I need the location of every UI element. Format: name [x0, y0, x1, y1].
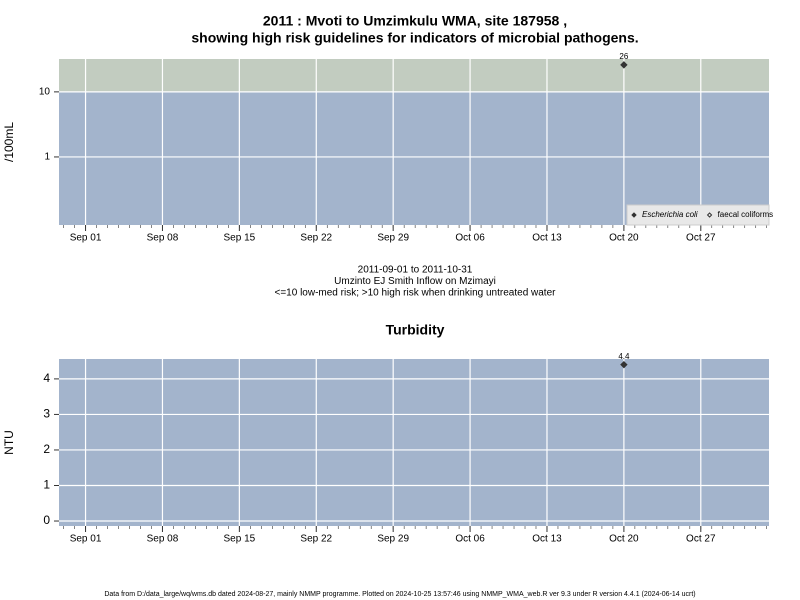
- data-label: 4.4: [618, 352, 630, 361]
- x-tick-label: Oct 06: [455, 534, 485, 545]
- chart-title: Turbidity: [386, 322, 445, 338]
- x-tick-label: Sep 29: [377, 233, 409, 244]
- x-tick-label: Sep 08: [147, 233, 179, 244]
- data-point: [620, 360, 628, 369]
- x-tick-label: Oct 27: [686, 233, 716, 244]
- x-tick-label: Sep 01: [70, 233, 102, 244]
- legend-label: faecal coliforms: [718, 210, 774, 219]
- data-point: [620, 61, 628, 69]
- x-tick-label: Sep 01: [70, 534, 102, 545]
- legend: Escherichia coli faecal coliforms: [626, 204, 774, 226]
- y-tick-label: 1: [43, 478, 50, 492]
- y-tick-label: 10: [39, 87, 51, 98]
- subtitle: 2011-09-01 to 2011-10-31: [358, 265, 473, 276]
- x-tick-label: Sep 08: [147, 534, 179, 545]
- x-tick-label: Sep 22: [300, 233, 332, 244]
- x-tick-label: Oct 20: [609, 233, 639, 244]
- x-tick-label: Oct 13: [532, 534, 562, 545]
- x-tick-label: Oct 27: [686, 534, 716, 545]
- plot-background: [59, 359, 769, 526]
- subtitle: <=10 low-med risk; >10 high risk when dr…: [275, 288, 557, 299]
- y-tick-label: 2: [43, 442, 50, 456]
- x-tick-label: Sep 15: [224, 534, 256, 545]
- band-high: [59, 59, 769, 92]
- x-tick-label: Sep 22: [300, 534, 332, 545]
- band-low: [59, 91, 769, 225]
- chart-title: 2011 : Mvoti to Umzimkulu WMA, site 1879…: [263, 13, 567, 29]
- y-tick-label: 1: [44, 152, 50, 163]
- data-label: 26: [619, 52, 628, 61]
- y-axis-label: /100mL: [2, 122, 16, 162]
- y-tick-label: 3: [43, 407, 50, 421]
- subtitle: Umzinto EJ Smith Inflow on Mzimayi: [334, 276, 496, 287]
- y-tick-label: 0: [43, 513, 50, 527]
- legend-marker: [706, 212, 713, 218]
- x-tick-label: Oct 20: [609, 534, 639, 545]
- y-axis-label: NTU: [2, 430, 16, 455]
- x-tick-label: Sep 15: [224, 233, 256, 244]
- legend-marker: [631, 212, 637, 218]
- legend-label: Escherichia coli: [642, 210, 698, 219]
- x-tick-label: Oct 13: [532, 233, 562, 244]
- footer: Data from D:/data_large/wq/wms.db dated …: [104, 591, 695, 598]
- y-tick-label: 4: [43, 371, 50, 385]
- chart-title: showing high risk guidelines for indicat…: [191, 30, 638, 46]
- legend-box: [626, 204, 770, 226]
- x-tick-label: Oct 06: [455, 233, 485, 244]
- x-tick-label: Sep 29: [377, 534, 409, 545]
